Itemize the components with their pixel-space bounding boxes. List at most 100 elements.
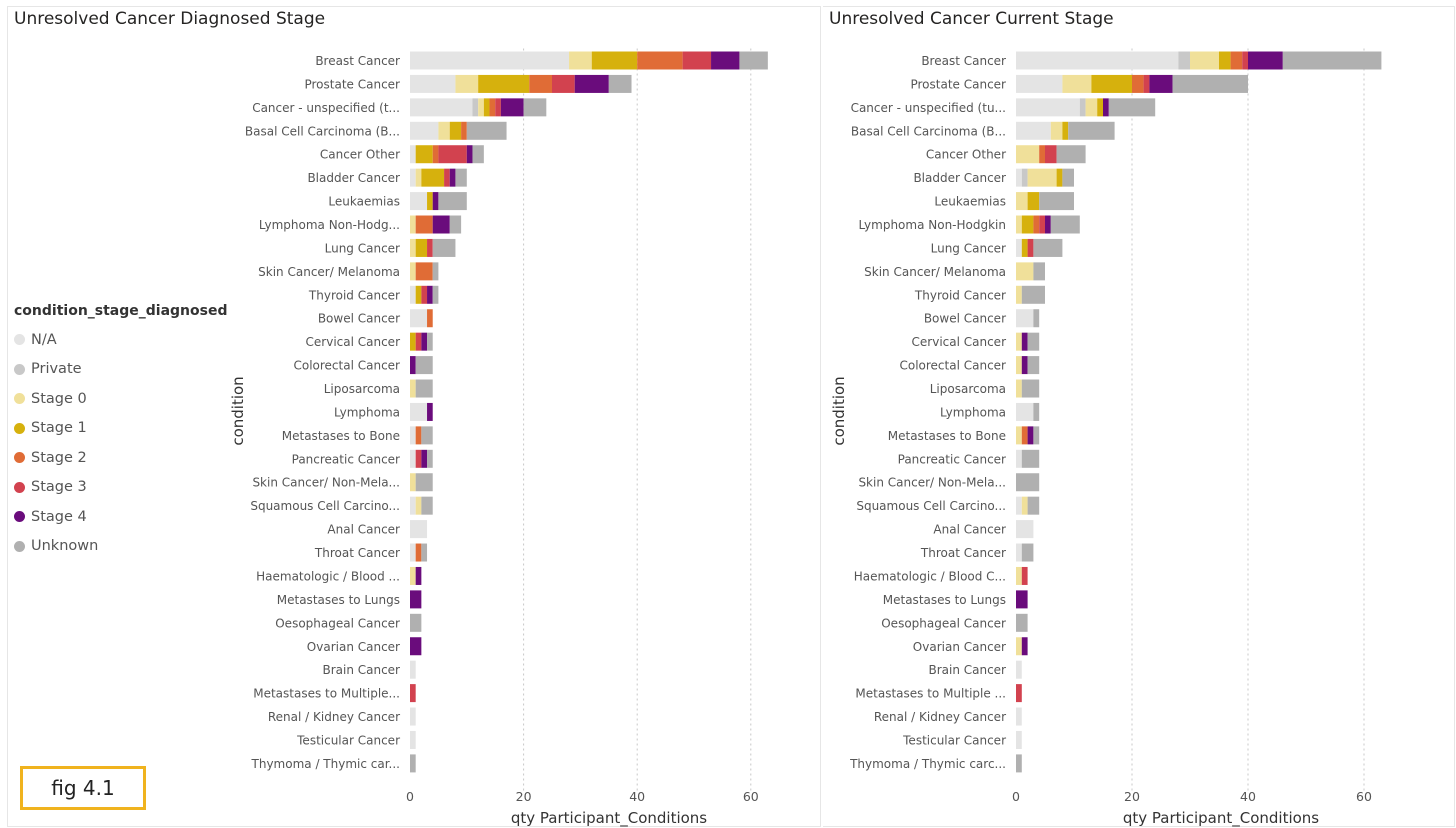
bar-segment[interactable] <box>432 192 439 211</box>
bar-segment[interactable] <box>1016 613 1028 632</box>
bar-segment[interactable] <box>1039 192 1074 211</box>
bar-segment[interactable] <box>1016 379 1022 398</box>
bar-segment[interactable] <box>1097 98 1103 117</box>
bar-segment[interactable] <box>1021 566 1028 585</box>
bar-segment[interactable] <box>569 51 592 70</box>
legend-item[interactable]: Stage 2 <box>14 443 229 473</box>
bar-segment[interactable] <box>410 309 428 328</box>
bar-segment[interactable] <box>415 238 428 257</box>
bar-segment[interactable] <box>427 309 433 328</box>
bar-segment[interactable] <box>1021 543 1034 562</box>
bar-segment[interactable] <box>1085 98 1098 117</box>
bar-segment[interactable] <box>1172 74 1248 93</box>
bar-segment[interactable] <box>432 215 450 234</box>
bar-segment[interactable] <box>1033 262 1045 281</box>
bar-segment[interactable] <box>449 121 462 140</box>
bar-segment[interactable] <box>1016 98 1080 117</box>
bar-segment[interactable] <box>1016 356 1022 375</box>
bar-segment[interactable] <box>1016 496 1022 515</box>
bar-segment[interactable] <box>483 98 490 117</box>
bar-segment[interactable] <box>421 285 428 304</box>
bar-segment[interactable] <box>421 496 433 515</box>
bar-segment[interactable] <box>415 356 433 375</box>
bar-segment[interactable] <box>1021 356 1028 375</box>
bar-segment[interactable] <box>421 449 428 468</box>
bar-segment[interactable] <box>1219 51 1231 70</box>
bar-segment[interactable] <box>415 285 422 304</box>
bar-segment[interactable] <box>1062 168 1074 187</box>
bar-segment[interactable] <box>1062 121 1069 140</box>
bar-segment[interactable] <box>1016 473 1040 492</box>
bar-segment[interactable] <box>421 543 428 562</box>
bar-segment[interactable] <box>472 145 484 164</box>
legend-item[interactable]: Unknown <box>14 532 229 562</box>
bar-segment[interactable] <box>410 356 416 375</box>
bar-segment[interactable] <box>1242 51 1248 70</box>
bar-segment[interactable] <box>415 168 422 187</box>
bar-segment[interactable] <box>410 379 416 398</box>
bar-segment[interactable] <box>1027 426 1034 445</box>
bar-segment[interactable] <box>682 51 712 70</box>
bar-segment[interactable] <box>1050 121 1063 140</box>
bar-segment[interactable] <box>410 590 422 609</box>
bar-segment[interactable] <box>432 285 439 304</box>
bar-segment[interactable] <box>1021 496 1028 515</box>
bar-segment[interactable] <box>1021 637 1028 656</box>
bar-segment[interactable] <box>1021 332 1028 351</box>
bar-segment[interactable] <box>410 684 416 703</box>
bar-segment[interactable] <box>1016 590 1028 609</box>
bar-segment[interactable] <box>478 98 484 117</box>
bar-segment[interactable] <box>1016 449 1022 468</box>
bar-segment[interactable] <box>410 730 416 749</box>
bar-segment[interactable] <box>1190 51 1219 70</box>
bar-segment[interactable] <box>1039 215 1045 234</box>
bar-segment[interactable] <box>1230 51 1243 70</box>
bar-segment[interactable] <box>1016 262 1034 281</box>
bar-segment[interactable] <box>1016 730 1022 749</box>
legend-item[interactable]: N/A <box>14 325 229 355</box>
bar-segment[interactable] <box>478 74 530 93</box>
bar-segment[interactable] <box>1021 379 1040 398</box>
bar-segment[interactable] <box>1016 637 1022 656</box>
bar-segment[interactable] <box>410 754 416 773</box>
bar-segment[interactable] <box>552 74 575 93</box>
bar-segment[interactable] <box>1103 98 1109 117</box>
bar-segment[interactable] <box>410 520 428 539</box>
bar-segment[interactable] <box>1016 192 1028 211</box>
bar-segment[interactable] <box>410 145 416 164</box>
bar-segment[interactable] <box>1016 754 1022 773</box>
bar-segment[interactable] <box>432 238 456 257</box>
bar-segment[interactable] <box>1021 426 1028 445</box>
legend-item[interactable]: Stage 3 <box>14 473 229 503</box>
bar-segment[interactable] <box>1021 238 1028 257</box>
bar-segment[interactable] <box>415 215 433 234</box>
bar-segment[interactable] <box>449 215 462 234</box>
bar-segment[interactable] <box>444 168 450 187</box>
bar-segment[interactable] <box>432 262 439 281</box>
bar-segment[interactable] <box>410 496 416 515</box>
bar-segment[interactable] <box>608 74 632 93</box>
bar-segment[interactable] <box>1016 520 1034 539</box>
bar-segment[interactable] <box>1016 402 1034 421</box>
bar-segment[interactable] <box>415 145 433 164</box>
legend-item[interactable]: Stage 1 <box>14 414 229 444</box>
bar-segment[interactable] <box>1056 168 1063 187</box>
bar-segment[interactable] <box>410 566 416 585</box>
bar-segment[interactable] <box>1016 51 1179 70</box>
bar-segment[interactable] <box>1045 215 1051 234</box>
bar-segment[interactable] <box>1016 145 1040 164</box>
bar-segment[interactable] <box>500 98 524 117</box>
bar-segment[interactable] <box>1027 168 1057 187</box>
bar-segment[interactable] <box>1062 74 1092 93</box>
bar-segment[interactable] <box>427 285 433 304</box>
bar-segment[interactable] <box>637 51 683 70</box>
bar-segment[interactable] <box>410 613 422 632</box>
bar-segment[interactable] <box>421 426 433 445</box>
bar-segment[interactable] <box>421 332 428 351</box>
bar-segment[interactable] <box>523 98 547 117</box>
bar-segment[interactable] <box>438 121 450 140</box>
bar-segment[interactable] <box>415 426 422 445</box>
bar-segment[interactable] <box>1068 121 1115 140</box>
bar-segment[interactable] <box>1033 426 1040 445</box>
bar-segment[interactable] <box>1079 98 1086 117</box>
